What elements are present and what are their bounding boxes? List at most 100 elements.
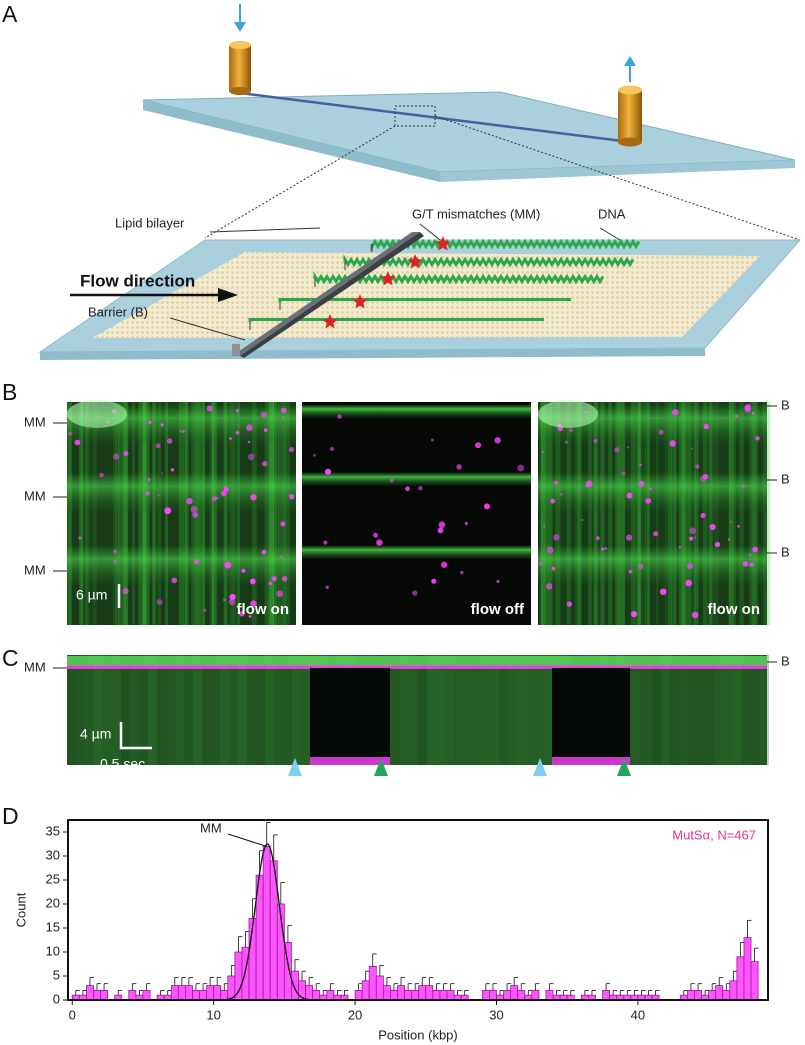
scale-label: 4 µm <box>80 726 111 742</box>
error-bar <box>450 983 455 991</box>
caption: flow on <box>708 601 761 618</box>
column <box>391 655 400 765</box>
protein-spot <box>271 576 277 582</box>
protein-spot <box>475 442 482 449</box>
mismatch-star <box>352 294 368 309</box>
error-bar <box>89 977 94 986</box>
protein-spot <box>658 429 664 435</box>
error-bar <box>443 983 448 991</box>
protein-spot <box>123 450 129 456</box>
protein-spot <box>161 472 164 475</box>
bar <box>743 937 752 1001</box>
streak <box>548 402 553 625</box>
mismatch-star <box>435 236 451 251</box>
streak <box>270 402 274 625</box>
protein-spot <box>748 553 752 557</box>
protein-spot <box>727 538 731 541</box>
streak <box>184 402 188 625</box>
bar <box>397 985 405 1001</box>
error-bar <box>103 983 109 991</box>
column <box>202 655 211 765</box>
scale-label: 0.5 sec <box>100 756 145 772</box>
protein-spot <box>288 446 295 453</box>
column <box>139 655 148 765</box>
error-bar <box>648 990 653 996</box>
protein-spot <box>412 590 418 596</box>
streak <box>152 402 156 625</box>
protein-spot <box>749 562 755 568</box>
streak <box>731 402 736 625</box>
protein-spot <box>247 440 251 444</box>
plot-frame <box>67 819 769 1001</box>
bilayer-surface <box>38 223 802 360</box>
error-bar <box>506 983 512 991</box>
column <box>688 655 697 765</box>
error-bar <box>181 977 186 986</box>
flow-on-marker <box>374 758 388 776</box>
streak <box>236 402 241 625</box>
protein-spot <box>553 534 560 541</box>
error-bar <box>690 983 695 991</box>
streak <box>199 402 204 625</box>
bar <box>184 985 193 1001</box>
streak <box>634 402 638 625</box>
streak <box>565 402 569 625</box>
column <box>454 655 463 765</box>
y-tick-label: 30 <box>46 847 60 862</box>
protein-spot <box>703 423 709 430</box>
protein-spot <box>405 486 410 492</box>
error-bar <box>273 834 278 861</box>
protein-spot <box>639 463 642 467</box>
protein-spot <box>248 615 252 618</box>
protein-spot <box>239 610 245 617</box>
panel-label: C <box>2 645 19 671</box>
bar <box>510 985 519 1001</box>
column <box>184 655 193 765</box>
error-bar <box>520 983 526 991</box>
streak <box>630 402 636 625</box>
protein-spot <box>689 527 696 535</box>
protein-spot <box>483 503 490 510</box>
streak <box>640 402 644 625</box>
protein-spot <box>550 498 556 504</box>
streak <box>708 402 714 625</box>
column <box>85 655 94 765</box>
streak <box>681 402 685 625</box>
protein-spot <box>325 585 329 590</box>
protein-spot <box>235 430 240 435</box>
protein-spot <box>147 478 151 482</box>
streak <box>567 402 571 625</box>
protein-spot <box>324 468 332 475</box>
protein-spot <box>496 579 500 584</box>
protein-spot <box>430 438 434 442</box>
x-tick-label: 0 <box>69 1007 76 1022</box>
dna-band <box>538 472 767 512</box>
error-bar <box>407 983 413 991</box>
streak <box>687 402 693 625</box>
bar <box>128 990 137 1001</box>
streak <box>84 402 89 625</box>
column <box>472 655 481 765</box>
protein-spot <box>604 547 608 550</box>
protein-spot <box>730 520 733 523</box>
error-bar <box>400 977 406 986</box>
error-bar <box>492 983 497 991</box>
error-bar <box>96 983 101 991</box>
streak <box>577 402 580 625</box>
protein-spot <box>113 453 120 460</box>
flow-off-marker <box>533 758 547 776</box>
bar <box>545 990 554 1001</box>
error-bar <box>697 983 702 991</box>
label: Flow direction <box>80 271 195 290</box>
protein-spot <box>241 568 246 573</box>
compacted-band <box>552 757 630 765</box>
protein-spot <box>744 406 751 413</box>
caption: flow on <box>237 601 290 618</box>
streak <box>766 402 771 625</box>
streak <box>80 402 84 625</box>
dna <box>343 254 635 268</box>
y-tick-label: 35 <box>46 823 60 838</box>
streak <box>694 402 699 625</box>
error-bar <box>549 983 554 991</box>
